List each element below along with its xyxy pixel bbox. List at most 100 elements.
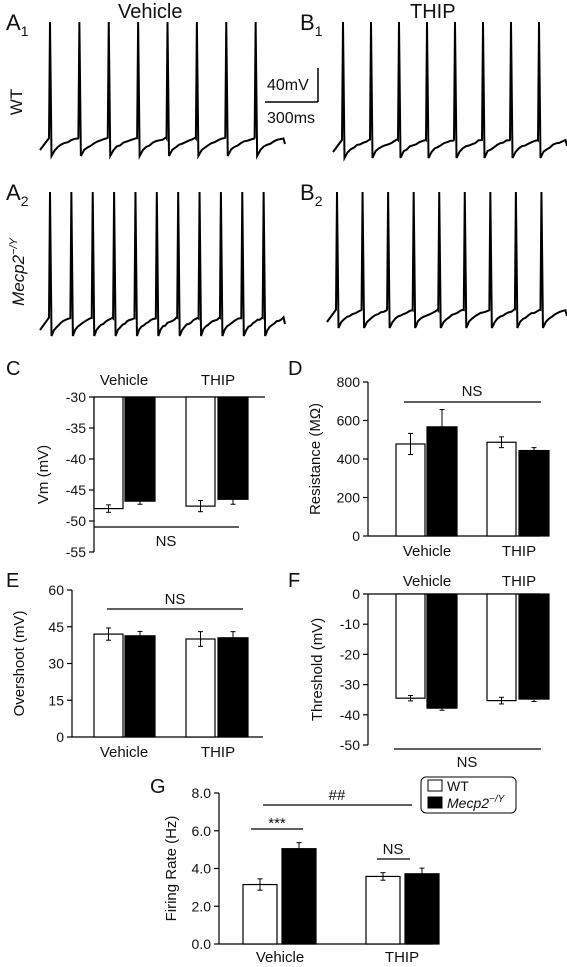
scale-bar-voltage-label: 40mV [267,77,309,94]
y-axis-label: Vm (mV) [35,445,52,504]
bar-wt-thip [486,593,517,702]
significance-label: ## [329,787,346,804]
y-tick-label: -30 [66,389,86,405]
significance-label: NS [462,383,483,400]
bar-mecp2-vehicle [124,396,156,502]
panel-d-label: D [288,358,302,380]
y-axis-label: Resistance (MΩ) [307,403,324,515]
panel-b2: B2 [300,180,567,329]
category-label: THIP [385,949,419,966]
y-tick-label: 400 [337,451,361,467]
bar-wt-vehicle [93,396,124,510]
bar-mecp2-thip [217,396,249,500]
y-tick-label: 4.0 [192,861,212,877]
y-tick-label: 30 [48,656,64,672]
bar-wt-thip [185,638,216,738]
y-tick-label: -40 [66,451,86,467]
y-tick-label: -30 [340,677,360,693]
y-tick-label: -50 [340,737,360,753]
y-tick-label: 60 [48,582,64,598]
bar-wt-thip [365,875,401,945]
significance-label: *** [268,815,286,832]
significance-label: NS [165,591,186,608]
chart-c: C Vm (mV) -30 -35 -40 -45 -50 -55 Vehicle THIP NS [6,358,265,560]
bar-mecp2-vehicle [124,635,156,738]
y-tick-label: 8.0 [192,785,212,801]
y-tick-label: -20 [340,646,360,662]
significance-label: NS [457,754,478,771]
bar-mecp2-vehicle [426,426,458,537]
panel-e-label: E [6,570,19,592]
y-tick-label: -55 [66,544,86,560]
legend-box [420,776,517,814]
bar-mecp2-vehicle [426,593,458,709]
category-label: Vehicle [100,744,148,761]
significance-label: NS [156,533,177,550]
panel-g-label: G [150,776,166,798]
category-label: THIP [201,372,235,389]
panel-a2: A2 [6,180,286,337]
trace-b1 [332,21,567,162]
category-label: THIP [502,543,536,560]
bar-mecp2-thip [404,873,440,945]
y-tick-label: 6.0 [192,823,212,839]
y-tick-label: 0.0 [192,936,212,952]
y-tick-label: -40 [340,707,360,723]
chart-f: F Threshold (mV) 0 -10 -20 -30 -40 -50 Vehicle TH… [288,570,550,771]
legend-swatch-mecp2 [427,796,443,809]
scale-bar-time-label: 300ms [267,110,315,127]
significance-label: NS [383,841,404,858]
legend-swatch-wt [427,779,443,792]
y-tick-label: -50 [66,513,86,529]
bar-wt-thip [185,396,216,507]
panel-a1: A1 Vehicle [6,1,286,160]
y-tick-label: 200 [337,490,361,506]
legend-label-mecp2: Mecp2−/Y [447,794,506,811]
panel-a2-label: A2 [6,180,29,209]
category-label: Vehicle [403,543,451,560]
bar-wt-thip [486,441,517,537]
y-tick-label: -35 [66,420,86,436]
category-label: Vehicle [100,372,148,389]
chart-g: G Firing Rate (Hz) 0.0 2.0 4.0 6.0 8.0 Vehicle T… [150,776,517,966]
chart-d: D Resistance (MΩ) 0 200 400 600 800 Vehicle THIP… [288,358,550,560]
panel-a1-title: Vehicle [118,1,183,23]
panel-f-label: F [288,570,300,592]
trace-b2 [326,191,567,329]
row-label-mecp2: Mecp2−/Y [8,237,28,306]
row-label-wt: WT [7,89,26,115]
bar-mecp2-thip [518,593,550,700]
y-axis-label: Threshold (mV) [309,618,326,721]
y-tick-label: 800 [337,374,361,390]
y-axis-label: Overshoot (mV) [11,611,28,717]
scale-bar: 40mV 300ms [265,68,319,127]
category-label: Vehicle [403,573,451,590]
panel-b1-title: THIP [410,1,456,23]
bar-wt-vehicle [93,633,124,738]
panel-c-label: C [6,358,20,380]
y-tick-label: 600 [337,413,361,429]
bar-wt-vehicle [242,883,278,945]
category-label: THIP [502,573,536,590]
y-tick-label: 0 [56,729,64,745]
y-tick-label: 2.0 [192,898,212,914]
chart-e: E Overshoot (mV) 0 15 30 45 60 Vehicle THIP NS [6,570,263,761]
bar-mecp2-vehicle [281,848,317,945]
trace-a1 [39,21,286,160]
panel-b2-label: B2 [300,180,323,209]
bar-wt-vehicle [395,593,426,699]
trace-a2 [39,191,286,337]
y-tick-label: -10 [340,616,360,632]
bar-mecp2-thip [217,637,249,738]
category-label: THIP [201,744,235,761]
panel-b1: B1 THIP [300,1,567,162]
y-tick-label: 0 [352,528,360,544]
legend-label-wt: WT [447,778,469,794]
bar-wt-vehicle [395,443,426,537]
y-tick-label: 0 [352,586,360,602]
category-label: Vehicle [256,949,304,966]
y-axis-label: Firing Rate (Hz) [163,816,180,922]
panel-a1-label: A1 [6,10,29,39]
